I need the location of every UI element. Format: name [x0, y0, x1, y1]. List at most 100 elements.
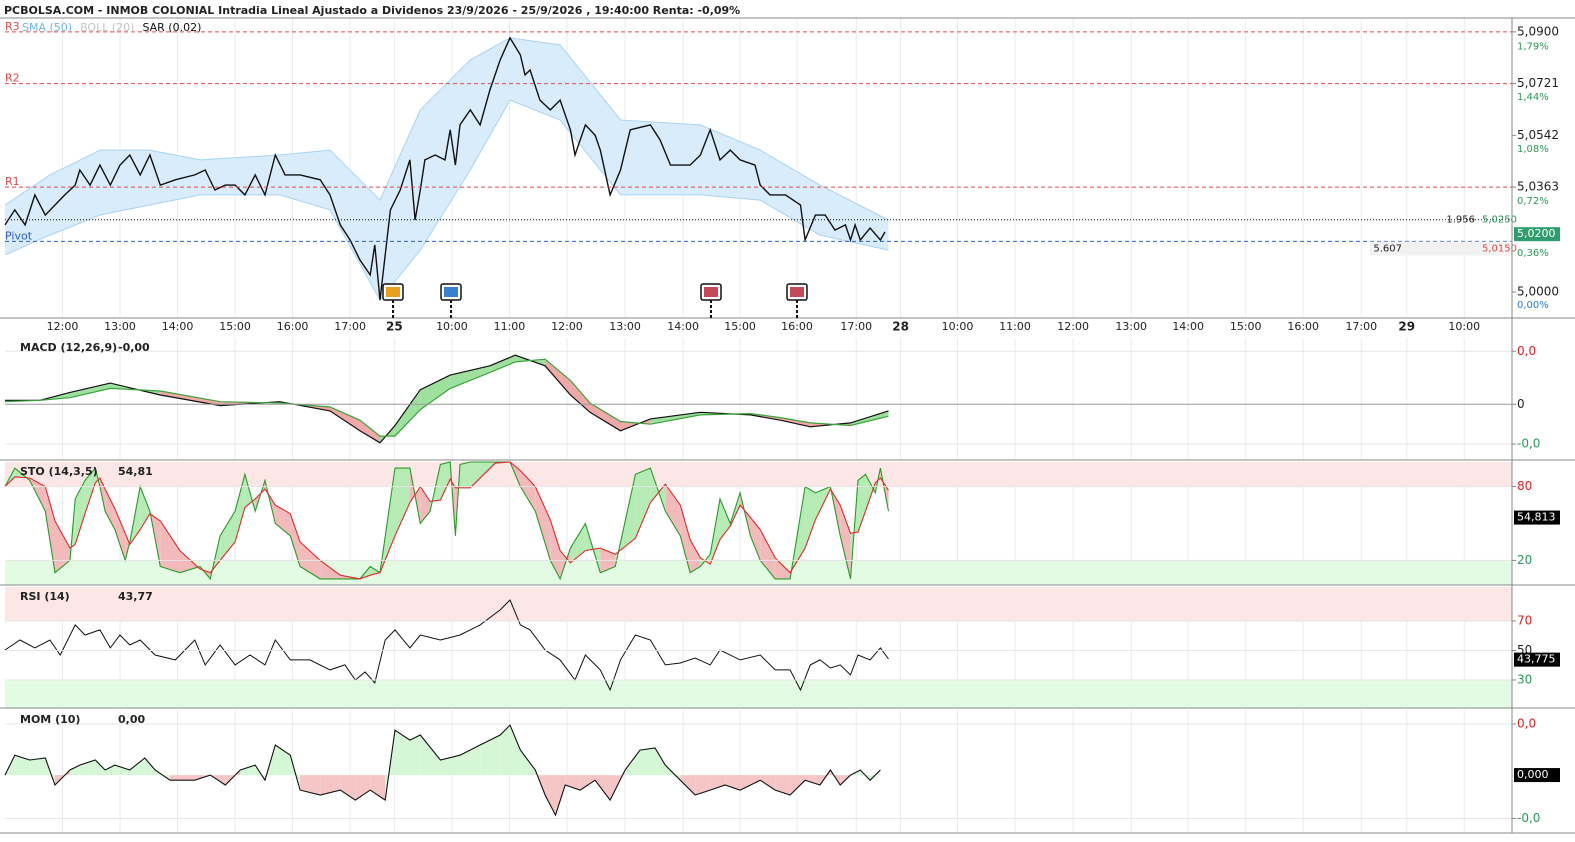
last-value-label: 5,0200 [1517, 227, 1556, 240]
x-tick-label: 13:00 [609, 320, 641, 333]
sto-fill [750, 517, 761, 561]
sto-fill [179, 550, 200, 573]
event-flag-icon [704, 287, 718, 297]
y-tick-label: 5,0363 [1517, 180, 1559, 194]
sto-fill [459, 462, 471, 488]
mom-fill [300, 775, 321, 795]
macd-fill [545, 359, 571, 396]
indicator-readout: 54,81 [118, 465, 153, 478]
bollinger-band [5, 37, 889, 301]
mom-fill [355, 775, 371, 801]
zone [5, 462, 1512, 487]
mom-fill [440, 755, 460, 776]
mom-fill [14, 755, 30, 776]
price-line [4, 36, 886, 301]
indicator-readout: -0,00 [118, 341, 150, 354]
macd-fill [650, 412, 701, 425]
last-value-label: 54,813 [1517, 511, 1556, 524]
legend-entry: BOLL (20) [80, 21, 134, 34]
mom-fill [500, 725, 511, 776]
level-label: Pivot [5, 229, 33, 242]
mom-fill [680, 775, 696, 795]
mom-fill [565, 775, 581, 791]
last-value-box [1514, 768, 1560, 783]
zone [5, 679, 1512, 708]
mom-fill [29, 757, 46, 776]
sto-fill [114, 508, 126, 561]
mom-fill [520, 750, 536, 776]
legend-entry: SMA (50) [22, 21, 72, 34]
sto-fill [84, 468, 96, 514]
y-tick-label: 70 [1517, 613, 1532, 627]
mom-fill [480, 735, 501, 776]
mom-fill [69, 765, 80, 776]
sto-fill [635, 468, 651, 539]
sto-fill [535, 486, 551, 561]
mom-line [4, 724, 881, 817]
indicator-readout: 0,00 [118, 713, 145, 726]
mom-fill [625, 750, 641, 776]
x-tick-label: 12:00 [1057, 320, 1089, 333]
sto-fill [440, 462, 451, 501]
band-upper [4, 37, 889, 221]
quote-band [1370, 241, 1512, 256]
mom-fill [740, 775, 761, 791]
x-tick-label: 15:00 [219, 320, 251, 333]
last-value-box [1514, 510, 1560, 525]
indicator-readout: 43,77 [118, 590, 153, 603]
mom-fill [394, 730, 410, 776]
mom-fill [580, 775, 596, 791]
sto-fill [290, 513, 301, 567]
indicator-label: MOM (10) [20, 713, 80, 726]
indicator-line [4, 599, 889, 692]
sto-fill [858, 474, 866, 533]
mom-fill [79, 760, 96, 776]
mom-fill [510, 725, 521, 776]
sto-fill [680, 505, 691, 573]
event-flag-icon [790, 287, 804, 297]
mom-fill [340, 775, 356, 801]
y-tick-label: -0,0 [1517, 811, 1540, 825]
x-tick-label: 13:00 [104, 320, 136, 333]
last-value-box [1514, 227, 1560, 242]
mom-fill [370, 775, 386, 801]
sto-fill [105, 489, 115, 530]
y2-tick-label: 0,36% [1517, 248, 1549, 259]
sto-fill [805, 486, 816, 549]
x-tick-label: 12:00 [551, 320, 583, 333]
mom-fill [420, 735, 441, 776]
y-tick-label: 5,0000 [1517, 284, 1559, 298]
mom-fill [695, 775, 711, 795]
sto-fill [160, 521, 180, 573]
mom-fill [114, 765, 130, 776]
mom-fill [710, 775, 726, 791]
mom-fill [545, 775, 556, 816]
quote-size: 1.956 [1446, 215, 1475, 226]
sto-fill [760, 529, 776, 579]
mom-fill [654, 748, 666, 776]
y2-tick-label: 1,08% [1517, 144, 1549, 155]
level-label: R2 [5, 72, 20, 85]
mom-fill [95, 760, 106, 776]
macd-fill [850, 410, 889, 426]
macd-fill [160, 391, 221, 406]
x-tick-label: 15:00 [1230, 320, 1262, 333]
event-flag-icon [386, 287, 400, 297]
quote-size: 5.607 [1373, 244, 1402, 255]
level-label: R1 [5, 175, 20, 188]
macd-fill [394, 389, 421, 437]
mom-fill [129, 757, 145, 776]
macd-fill [589, 402, 621, 431]
mom-fill [790, 775, 806, 795]
mom-fill [459, 744, 481, 776]
x-tick-label: 10:00 [436, 320, 468, 333]
sto-fill [690, 539, 701, 573]
macd-fill [420, 375, 451, 410]
sto-fill [394, 468, 410, 536]
mom-fill [725, 775, 741, 791]
y2-tick-label: 1,79% [1517, 41, 1549, 52]
y-tick-label: 20 [1517, 553, 1532, 567]
indicator-label: MACD (12,26,9) [20, 341, 117, 354]
zone [5, 587, 1512, 621]
